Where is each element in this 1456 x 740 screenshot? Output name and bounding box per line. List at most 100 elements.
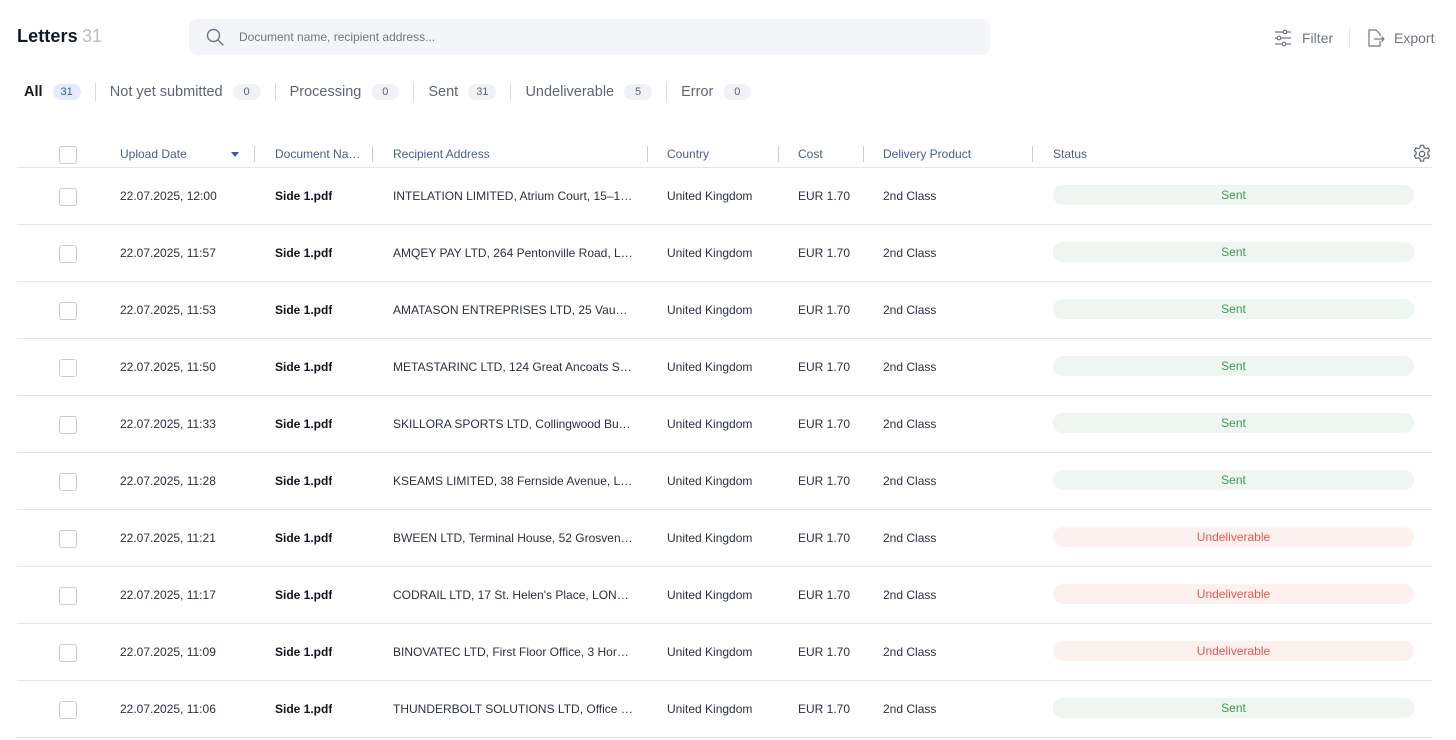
column-resize-handle[interactable] [778, 146, 779, 162]
column-header-delivery-product[interactable]: Delivery Product [883, 147, 972, 161]
column-header-cost[interactable]: Cost [798, 147, 823, 161]
sort-descending-icon[interactable] [231, 152, 239, 157]
sliders-icon [1275, 29, 1291, 47]
delivery-product-cell: 2nd Class [883, 303, 937, 317]
table-body: 22.07.2025, 12:00 Side 1.pdf INTELATION LI… [17, 168, 1432, 738]
upload-date-cell: 22.07.2025, 11:57 [120, 246, 216, 260]
recipient-address-cell: AMQEY PAY LTD, 264 Pentonville Road, LON… [393, 246, 633, 260]
document-name-cell[interactable]: Side 1.pdf [275, 303, 333, 317]
column-header-document-name[interactable]: Document Na… [275, 147, 361, 161]
tab-count-badge: 31 [52, 84, 81, 100]
tab-not-yet-submitted[interactable]: Not yet submitted 0 [110, 80, 261, 104]
export-icon [1368, 29, 1385, 47]
status-badge: Sent [1053, 299, 1414, 319]
upload-date-cell: 22.07.2025, 12:00 [120, 189, 217, 203]
column-resize-handle[interactable] [372, 146, 373, 162]
row-checkbox[interactable] [59, 701, 77, 719]
upload-date-cell: 22.07.2025, 11:21 [120, 531, 216, 545]
document-name-cell[interactable]: Side 1.pdf [275, 189, 333, 203]
table-row[interactable]: 22.07.2025, 11:33 Side 1.pdf SKILLORA SPOR… [17, 396, 1432, 453]
upload-date-cell: 22.07.2025, 11:06 [120, 702, 216, 716]
country-cell: United Kingdom [667, 702, 753, 716]
search-icon [206, 28, 224, 46]
document-name-cell[interactable]: Side 1.pdf [275, 531, 333, 545]
document-name-cell[interactable]: Side 1.pdf [275, 360, 333, 374]
cost-cell: EUR 1.70 [798, 474, 851, 488]
cost-cell: EUR 1.70 [798, 303, 851, 317]
cost-cell: EUR 1.70 [798, 531, 851, 545]
export-button[interactable]: Export [1365, 26, 1434, 50]
delivery-product-cell: 2nd Class [883, 360, 937, 374]
document-name-cell[interactable]: Side 1.pdf [275, 474, 333, 488]
country-cell: United Kingdom [667, 531, 753, 545]
tab-divider [510, 83, 512, 101]
tab-processing[interactable]: Processing 0 [290, 80, 400, 104]
recipient-address-cell: BWEEN LTD, Terminal House, 52 Grosvenor … [393, 531, 633, 545]
document-name-cell[interactable]: Side 1.pdf [275, 702, 333, 716]
tab-label: Processing [289, 84, 362, 100]
document-name-cell[interactable]: Side 1.pdf [275, 246, 333, 260]
table-row[interactable]: 22.07.2025, 11:53 Side 1.pdf AMATASON ENTR… [17, 282, 1432, 339]
tab-divider [666, 83, 668, 101]
table-row[interactable]: 22.07.2025, 11:50 Side 1.pdf METASTARINC L… [17, 339, 1432, 396]
tab-label: Error [681, 84, 714, 100]
column-header-upload-date[interactable]: Upload Date [120, 147, 187, 161]
tab-label: All [24, 84, 43, 100]
document-name-cell[interactable]: Side 1.pdf [275, 417, 333, 431]
column-resize-handle[interactable] [1032, 146, 1033, 162]
row-checkbox[interactable] [59, 530, 77, 548]
row-checkbox[interactable] [59, 644, 77, 662]
document-name-cell[interactable]: Side 1.pdf [275, 645, 333, 659]
filter-button[interactable]: Filter [1273, 26, 1333, 50]
tab-error[interactable]: Error 0 [681, 80, 752, 104]
column-header-country[interactable]: Country [667, 147, 710, 161]
tab-all[interactable]: All 31 [24, 80, 81, 104]
row-checkbox[interactable] [59, 302, 77, 320]
table-row[interactable]: 22.07.2025, 11:06 Side 1.pdf THUNDERBOLT S… [17, 681, 1432, 738]
column-resize-handle[interactable] [647, 146, 648, 162]
row-checkbox[interactable] [59, 188, 77, 206]
table-header: Upload Date Document Na… Recipient Addre… [17, 141, 1432, 168]
row-checkbox[interactable] [59, 416, 77, 434]
search-bar [189, 19, 990, 55]
tab-label: Not yet submitted [109, 84, 223, 100]
tab-sent[interactable]: Sent 31 [428, 80, 497, 104]
delivery-product-cell: 2nd Class [883, 588, 937, 602]
column-resize-handle[interactable] [863, 146, 864, 162]
table-row[interactable]: 22.07.2025, 12:00 Side 1.pdf INTELATION LI… [17, 168, 1432, 225]
row-checkbox[interactable] [59, 359, 77, 377]
search-input[interactable] [239, 19, 969, 55]
status-tabs: All 31 Not yet submitted 0 Processing 0 … [24, 80, 752, 104]
letters-count: 31 [82, 26, 103, 46]
delivery-product-cell: 2nd Class [883, 189, 937, 203]
tab-count-badge: 31 [468, 84, 497, 100]
row-checkbox[interactable] [59, 245, 77, 263]
upload-date-cell: 22.07.2025, 11:28 [120, 474, 216, 488]
country-cell: United Kingdom [667, 588, 753, 602]
cost-cell: EUR 1.70 [798, 702, 851, 716]
recipient-address-cell: AMATASON ENTREPRISES LTD, 25 Vaughan … [393, 303, 633, 317]
header-divider [1349, 28, 1350, 48]
table-row[interactable]: 22.07.2025, 11:17 Side 1.pdf CODRAIL LTD, … [17, 567, 1432, 624]
document-name-cell[interactable]: Side 1.pdf [275, 588, 333, 602]
tab-undeliverable[interactable]: Undeliverable 5 [525, 80, 653, 104]
table-row[interactable]: 22.07.2025, 11:28 Side 1.pdf KSEAMS LIMITE… [17, 453, 1432, 510]
country-cell: United Kingdom [667, 417, 753, 431]
row-checkbox[interactable] [59, 473, 77, 491]
country-cell: United Kingdom [667, 189, 753, 203]
upload-date-cell: 22.07.2025, 11:17 [120, 588, 216, 602]
table-row[interactable]: 22.07.2025, 11:57 Side 1.pdf AMQEY PAY LTD… [17, 225, 1432, 282]
column-resize-handle[interactable] [254, 146, 255, 162]
select-all-checkbox[interactable] [59, 146, 77, 164]
table-row[interactable]: 22.07.2025, 11:09 Side 1.pdf BINOVATEC LTD… [17, 624, 1432, 681]
gear-icon[interactable] [1411, 143, 1433, 165]
country-cell: United Kingdom [667, 246, 753, 260]
country-cell: United Kingdom [667, 474, 753, 488]
column-header-status[interactable]: Status [1053, 147, 1088, 161]
row-checkbox[interactable] [59, 587, 77, 605]
status-badge: Sent [1053, 413, 1414, 433]
column-header-recipient-address[interactable]: Recipient Address [393, 147, 490, 161]
table-row[interactable]: 22.07.2025, 11:21 Side 1.pdf BWEEN LTD, Te… [17, 510, 1432, 567]
recipient-address-cell: SKILLORA SPORTS LTD, Collingwood Buildin… [393, 417, 633, 431]
country-cell: United Kingdom [667, 303, 753, 317]
